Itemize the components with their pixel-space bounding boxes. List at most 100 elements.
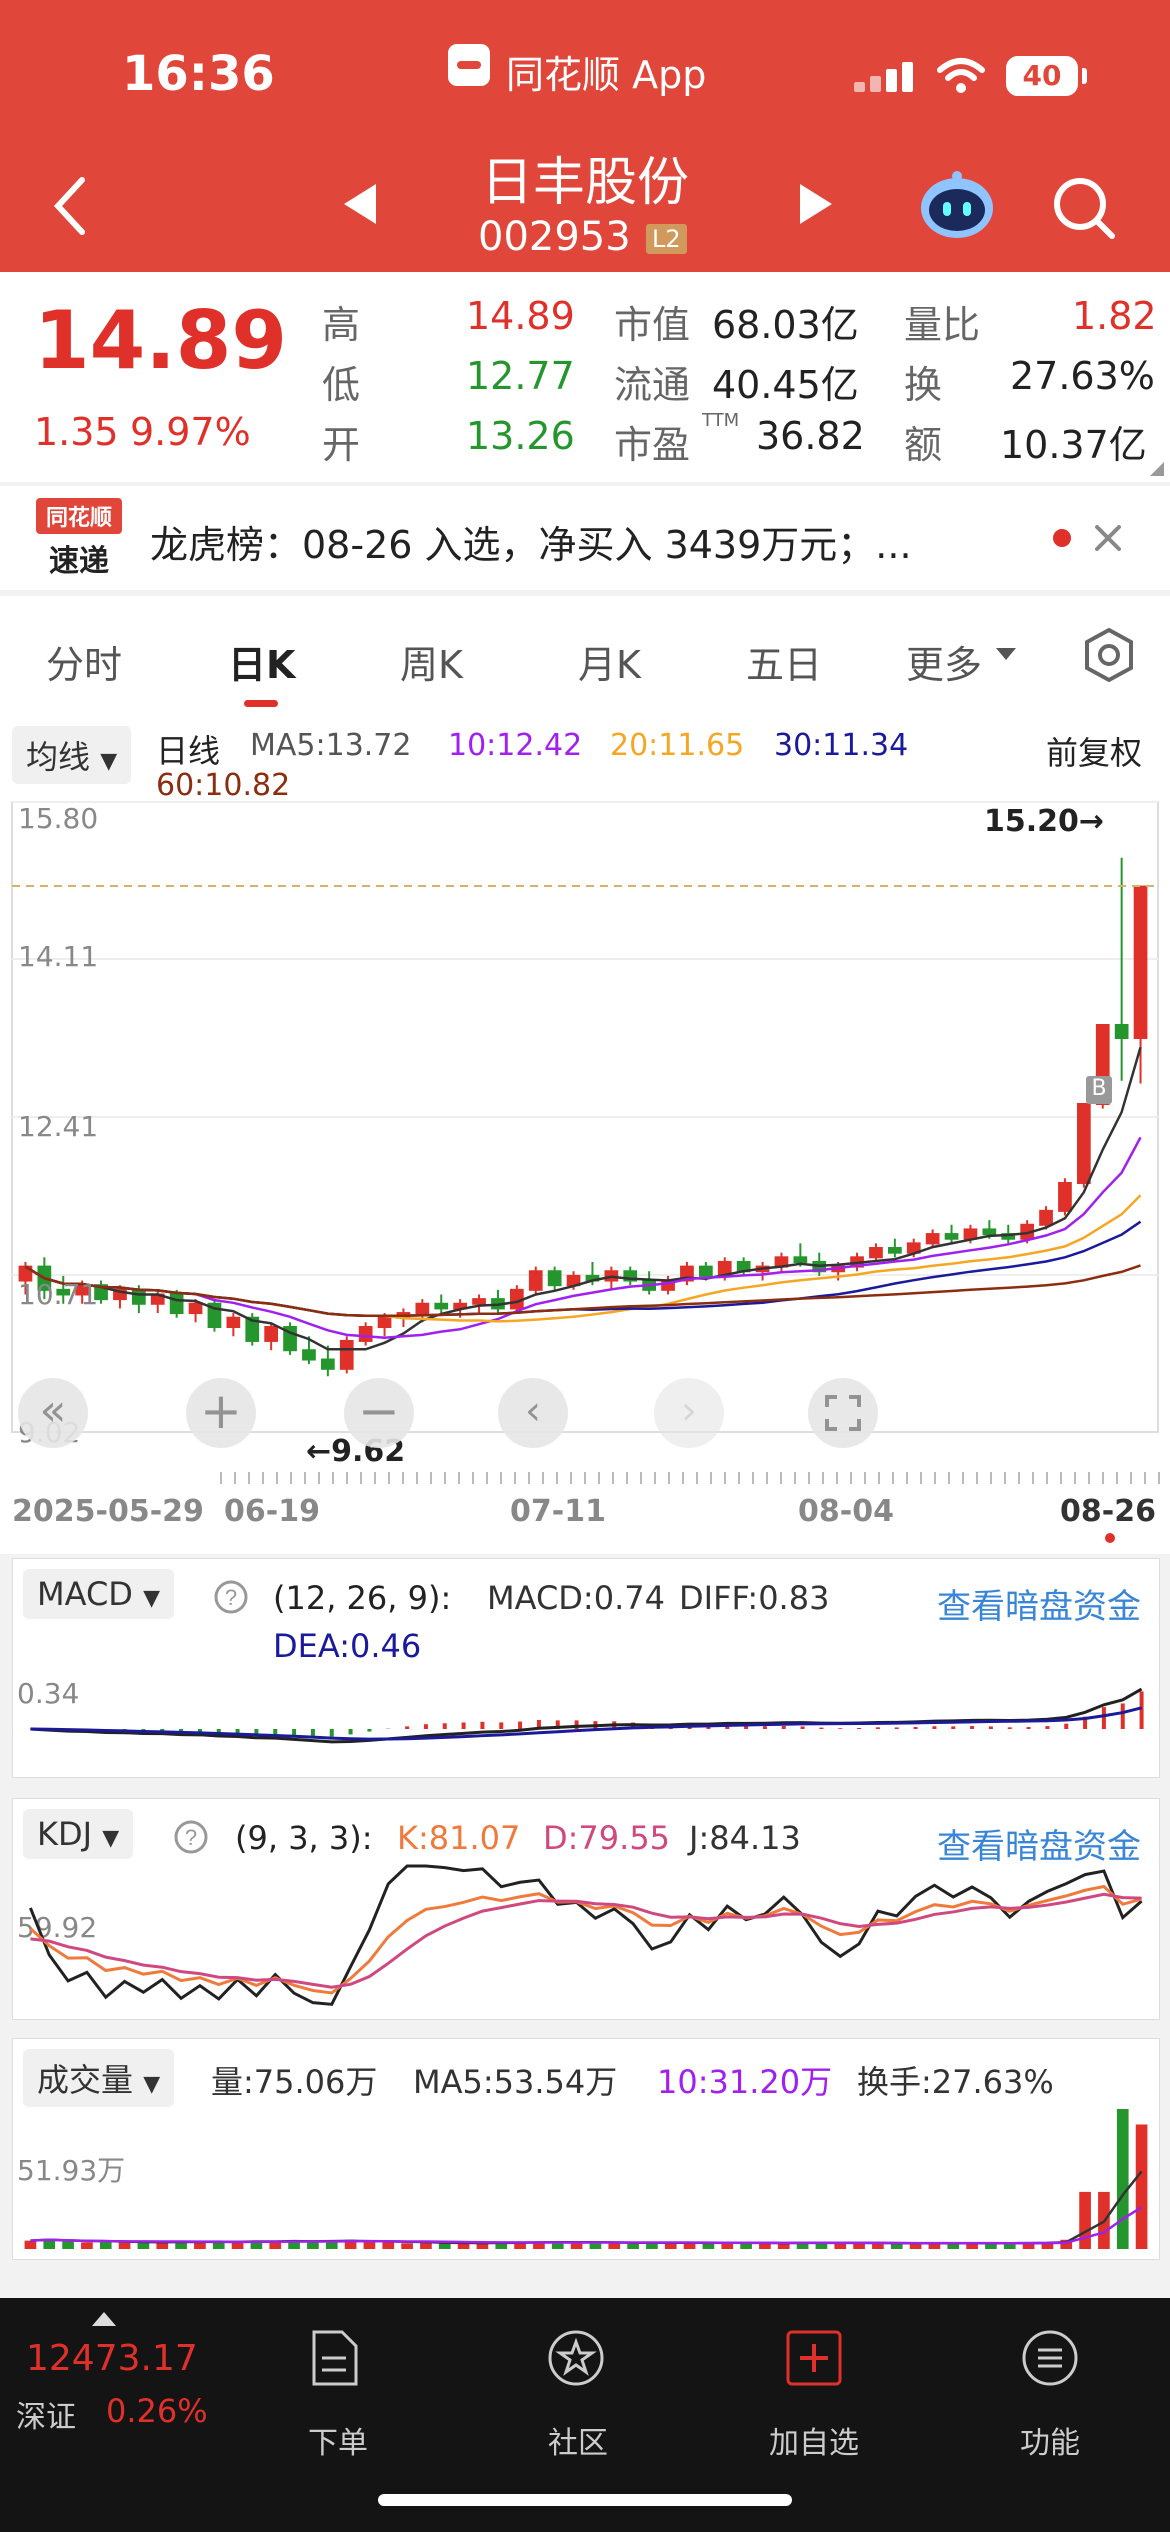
candle: [1133, 885, 1148, 1040]
candle: [113, 1288, 127, 1301]
close-icon[interactable]: [1094, 524, 1122, 552]
volume-ma10: 10:31.20万: [657, 2063, 833, 2101]
stock-name: 日丰股份: [480, 153, 689, 213]
search-icon[interactable]: [1052, 176, 1118, 242]
volume-bar: [1041, 2242, 1054, 2249]
tab-daily-k[interactable]: 日K: [228, 643, 296, 687]
tab-monthly-k[interactable]: 月K: [578, 643, 641, 687]
kdj-params: (9, 3, 3):: [235, 1819, 373, 1857]
volume-bar: [137, 2241, 150, 2249]
kdj-dropdown-button[interactable]: KDJ ▼: [23, 1809, 134, 1859]
turnover-value: 27.63%: [1010, 354, 1155, 398]
j-value: J:84.13: [689, 1819, 801, 1857]
y-label-4: 10.71: [18, 1278, 99, 1311]
help-icon[interactable]: ?: [173, 1819, 209, 1855]
help-icon[interactable]: ?: [213, 1579, 249, 1615]
scroll-right-button[interactable]: ›: [654, 1378, 724, 1448]
plus-button[interactable]: +: [186, 1378, 256, 1448]
candle: [547, 1270, 562, 1287]
scroll-left-button[interactable]: ‹: [498, 1378, 568, 1448]
dark-pool-link[interactable]: 查看暗盘资金: [937, 1587, 1141, 1627]
news-bar[interactable]: 同花顺 速递 龙虎榜：08-26 入选，净买入 3439万元；...: [0, 486, 1170, 590]
ma20-legend: 20:11.65: [610, 728, 745, 763]
macd-value: MACD:0.74: [487, 1579, 665, 1617]
order-icon[interactable]: [306, 2328, 362, 2388]
macd-dropdown-button[interactable]: MACD ▼: [23, 1569, 175, 1619]
level2-badge: L2: [646, 224, 687, 254]
fullscreen-button[interactable]: [808, 1378, 878, 1448]
back-icon[interactable]: [50, 176, 90, 236]
index-value[interactable]: 12473.17: [26, 2338, 198, 2379]
volume-dropdown-button[interactable]: 成交量 ▼: [23, 2049, 175, 2107]
adjust-mode[interactable]: 前复权: [1046, 734, 1143, 772]
kdj-chart: [29, 1864, 1143, 2006]
prev-stock-icon[interactable]: [340, 182, 380, 226]
ma-dropdown-button[interactable]: 均线 ▼: [12, 726, 132, 784]
tab-five-day[interactable]: 五日: [746, 643, 823, 687]
candle: [434, 1302, 449, 1310]
candle: [56, 1288, 71, 1296]
community-icon[interactable]: [546, 2328, 606, 2388]
volume-bar: [194, 2242, 206, 2249]
news-text[interactable]: 龙虎榜：08-26 入选，净买入 3439万元；...: [150, 523, 912, 567]
chevron-down-icon: ▼: [143, 2072, 161, 2097]
volume-bar: [212, 2240, 225, 2249]
zoom-out-button[interactable]: «: [18, 1378, 88, 1448]
fullscreen-icon: [825, 1395, 861, 1431]
kline-chart[interactable]: [0, 792, 1170, 1554]
float-value: 40.45亿: [712, 363, 859, 407]
volume-bar: [608, 2242, 621, 2249]
battery-icon: 40: [1006, 56, 1078, 96]
volume-bar: [1003, 2243, 1016, 2249]
volume-bar: [796, 2242, 809, 2249]
settings-icon[interactable]: [1080, 626, 1138, 684]
x-label-3: 07-11: [510, 1494, 606, 1529]
menu-icon[interactable]: [1020, 2328, 1080, 2388]
tab-weekly-k[interactable]: 周K: [400, 643, 463, 687]
volume-bar: [966, 2243, 978, 2249]
order-label[interactable]: 下单: [308, 2426, 368, 2461]
add-watchlist-icon[interactable]: [784, 2328, 844, 2388]
volume-bar: [664, 2243, 677, 2249]
high-label: 高: [322, 303, 361, 347]
x-label-2: 06-19: [224, 1494, 320, 1529]
k-value: K:81.07: [397, 1819, 521, 1857]
dark-pool-link-2[interactable]: 查看暗盘资金: [937, 1827, 1141, 1867]
kdj-panel[interactable]: KDJ ▼ ? (9, 3, 3): K:81.07 D:79.55 J:84.…: [12, 1798, 1160, 2020]
robot-assistant-icon[interactable]: [918, 170, 996, 240]
candle: [302, 1349, 316, 1361]
next-stock-icon[interactable]: [796, 182, 836, 226]
minus-button[interactable]: −: [344, 1378, 414, 1448]
volume-bar: [288, 2240, 300, 2249]
buy-marker[interactable]: B: [1086, 1076, 1112, 1104]
current-day-dot-icon: [1105, 1533, 1115, 1543]
add-watchlist-label[interactable]: 加自选: [769, 2426, 859, 2461]
tab-more[interactable]: 更多: [906, 643, 983, 687]
volume-bar: [702, 2243, 715, 2249]
dea-value: DEA:0.46: [273, 1627, 422, 1665]
volume-bar: [1135, 2124, 1148, 2249]
volume-bar: [476, 2243, 489, 2249]
macd-dropdown-label: MACD: [37, 1575, 133, 1613]
volume-bar: [646, 2242, 658, 2249]
expand-corner-icon[interactable]: [1150, 462, 1164, 476]
ma-dropdown-label: 均线: [26, 738, 91, 776]
community-label[interactable]: 社区: [548, 2426, 608, 2461]
volume-bar: [533, 2241, 545, 2249]
kline-ma-lines: [24, 1046, 1142, 1351]
function-label[interactable]: 功能: [1020, 2426, 1080, 2461]
volume-bar: [457, 2243, 470, 2249]
diff-value: DIFF:0.83: [679, 1579, 830, 1617]
volume-bar: [890, 2243, 903, 2249]
candle: [358, 1326, 373, 1342]
volume-bar: [570, 2243, 583, 2249]
macd-panel[interactable]: MACD ▼ ? (12, 26, 9): MACD:0.74 DIFF:0.8…: [12, 1558, 1160, 1778]
volume-bar: [777, 2243, 790, 2249]
tab-intraday[interactable]: 分时: [46, 643, 123, 687]
volume-bar: [438, 2243, 451, 2249]
volume-bar: [627, 2243, 639, 2249]
volume-bar: [382, 2242, 395, 2249]
d-value: D:79.55: [543, 1819, 671, 1857]
candle: [1076, 1102, 1091, 1184]
volume-panel[interactable]: 成交量 ▼ 量:75.06万 MA5:53.54万 10:31.20万 换手:2…: [12, 2038, 1160, 2260]
